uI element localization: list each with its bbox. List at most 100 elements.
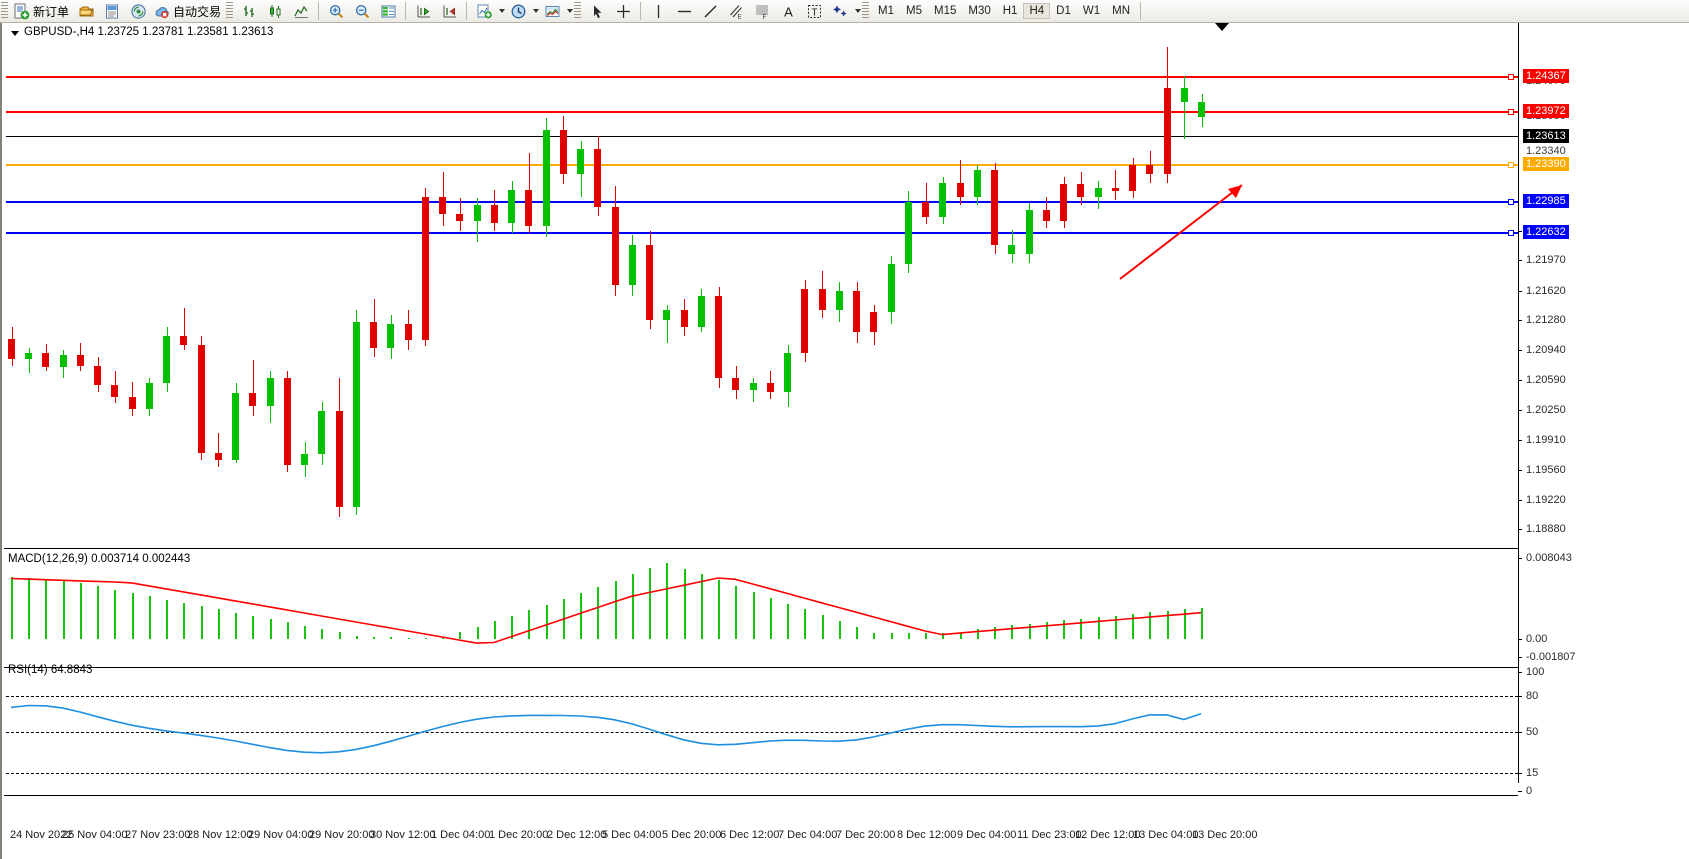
toolbar-grip-2[interactable]: [226, 2, 234, 20]
macd-histogram-bar: [149, 596, 151, 639]
metaeditor-button[interactable]: [99, 1, 125, 22]
svg-text:T: T: [811, 7, 817, 18]
time-axis-label: 29 Nov 04:00: [248, 829, 314, 841]
cursor-button[interactable]: [584, 1, 610, 22]
templates-button[interactable]: [539, 1, 565, 22]
horizontal-line-button[interactable]: [671, 1, 697, 22]
data-window-button[interactable]: [375, 1, 401, 22]
price-tick-mark: [1518, 231, 1522, 232]
candle-body: [1181, 88, 1188, 103]
price-tick-label: 1.20250: [1526, 404, 1566, 416]
timeframe-h4[interactable]: H4: [1023, 3, 1051, 19]
auto-scroll-button[interactable]: [410, 1, 436, 22]
pivot-level-label[interactable]: 1.23390: [1523, 157, 1569, 171]
crosshair-button[interactable]: [610, 1, 636, 22]
line-chart-button[interactable]: [288, 1, 314, 22]
macd-histogram-bar: [839, 621, 841, 639]
macd-histogram-bar: [1149, 612, 1151, 639]
timeframe-m15[interactable]: M15: [934, 5, 957, 17]
toolbar-grip-4[interactable]: [862, 2, 870, 20]
current-price-level-label[interactable]: 1.23613: [1523, 129, 1569, 143]
macd-label-text: MACD(12,26,9) 0.003714 0.002443: [8, 553, 191, 565]
bar-chart-button[interactable]: [236, 1, 262, 22]
candle-body: [284, 377, 291, 465]
timeframe-h1[interactable]: H1: [1002, 5, 1018, 17]
zoom-out-button[interactable]: [349, 1, 375, 22]
candle-body: [732, 377, 739, 390]
price-tick-label-faint: 1.23340: [1526, 145, 1566, 157]
resistance-level-2-label[interactable]: 1.23972: [1523, 104, 1569, 118]
pivot-level-handle[interactable]: [1508, 162, 1514, 168]
shapes-button[interactable]: [827, 1, 853, 22]
new-order-button[interactable]: 新订单: [11, 1, 73, 22]
price-tick-mark: [1518, 320, 1522, 321]
time-axis-label: 24 Nov 2022: [10, 829, 73, 841]
macd-histogram-bar: [1167, 610, 1169, 639]
text-label-button[interactable]: T: [801, 1, 827, 22]
timeframe-d1[interactable]: D1: [1056, 5, 1071, 17]
candlestick-chart-button[interactable]: [262, 1, 288, 22]
zoom-in-button[interactable]: [323, 1, 349, 22]
support-level-2-line[interactable]: [6, 232, 1518, 234]
candle-body: [439, 196, 446, 214]
support-level-2-handle[interactable]: [1508, 230, 1514, 236]
toolbar-grip-3[interactable]: [574, 2, 582, 20]
time-axis-label: 5 Dec 04:00: [602, 829, 662, 841]
candle-wick: [29, 348, 30, 373]
candle-body: [508, 189, 515, 223]
resistance-level-1-line[interactable]: [6, 76, 1518, 78]
candle-body: [215, 452, 222, 460]
support-level-1-line[interactable]: [6, 201, 1518, 203]
chart-canvas[interactable]: GBPUSD-,H4 1.23725 1.23781 1.23581 1.236…: [0, 23, 1689, 859]
macd-histogram-bar: [684, 568, 686, 639]
expert-advisors-button[interactable]: [73, 1, 99, 22]
current-price-level-line[interactable]: [6, 136, 1518, 137]
periods-dropdown-caret[interactable]: [533, 9, 540, 13]
trendline-button[interactable]: [697, 1, 723, 22]
candle-body: [198, 344, 205, 453]
timeframe-w1[interactable]: W1: [1082, 5, 1101, 17]
resistance-level-1-label[interactable]: 1.24367: [1523, 69, 1569, 83]
macd-histogram-bar: [494, 621, 496, 639]
chart-shift-button[interactable]: [436, 1, 462, 22]
fibonacci-button[interactable]: F: [749, 1, 775, 22]
timeframe-m30[interactable]: M30: [968, 5, 991, 17]
macd-histogram-bar: [218, 609, 220, 639]
timeframe-m5[interactable]: M5: [906, 5, 922, 17]
toolbar-grip[interactable]: [1, 2, 8, 20]
text-button[interactable]: A: [775, 1, 801, 22]
price-tick-mark: [1518, 380, 1522, 381]
timeframe-m1[interactable]: M1: [878, 5, 895, 17]
equidistant-channel-button[interactable]: E: [723, 1, 749, 22]
macd-histogram-bar: [977, 628, 979, 639]
rsi-tick-label: 100: [1526, 666, 1545, 678]
support-level-1-handle[interactable]: [1508, 199, 1514, 205]
rsi-level-80-line: [6, 696, 1518, 697]
indicators-button[interactable]: [471, 1, 497, 22]
signals-button[interactable]: [125, 1, 151, 22]
macd-histogram-bar: [1115, 615, 1117, 639]
auto-trading-button[interactable]: 自动交易: [151, 1, 225, 22]
candle-body: [8, 339, 15, 359]
chart-dropdown-caret-icon[interactable]: [11, 31, 19, 36]
resistance-level-2-line[interactable]: [6, 111, 1518, 113]
macd-histogram-bar: [442, 637, 444, 639]
candle-body: [1146, 165, 1153, 174]
support-level-2-label[interactable]: 1.22632: [1523, 225, 1569, 239]
periods-button[interactable]: [505, 1, 531, 22]
resistance-level-2-handle[interactable]: [1508, 109, 1514, 115]
timeframe-mn[interactable]: MN: [1112, 5, 1130, 17]
macd-histogram-bar: [563, 599, 565, 639]
resistance-level-1-handle[interactable]: [1508, 74, 1514, 80]
pivot-level-line[interactable]: [6, 164, 1518, 166]
indicators-dropdown-caret[interactable]: [499, 9, 506, 13]
templates-dropdown-caret[interactable]: [567, 9, 574, 13]
macd-histogram-bar: [270, 619, 272, 639]
vertical-line-button[interactable]: [645, 1, 671, 22]
shapes-dropdown-caret[interactable]: [855, 9, 862, 13]
support-level-1-label[interactable]: 1.22985: [1523, 194, 1569, 208]
candle-body: [1008, 245, 1015, 254]
macd-histogram-bar: [45, 579, 47, 639]
bullish-trend-arrow[interactable]: [1112, 171, 1262, 286]
rsi-tick-mark: [1518, 791, 1522, 792]
